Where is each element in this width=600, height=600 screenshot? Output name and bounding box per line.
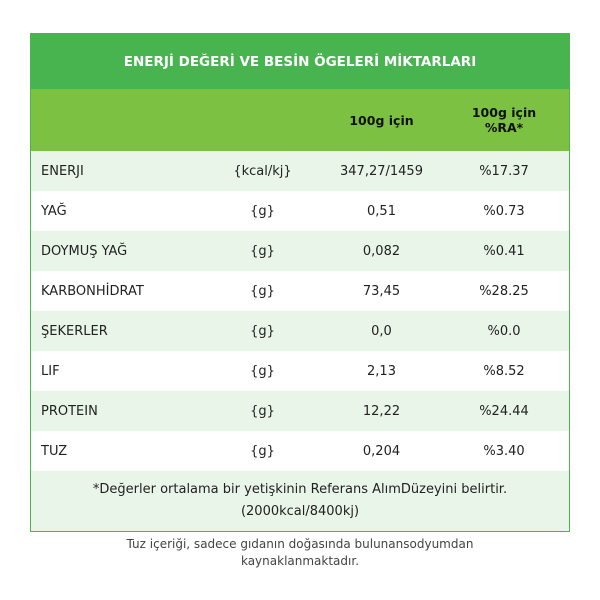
row-name: DOYMUŞ YAĞ	[41, 243, 128, 259]
row-unit: {kcal/kj}	[233, 163, 292, 179]
row-name: YAĞ	[41, 203, 67, 219]
row-value: 0,0	[371, 323, 392, 339]
row-unit: {g}	[250, 203, 275, 219]
header-row: 100g için 100g için %RA*	[31, 89, 569, 151]
row-unit: {g}	[250, 283, 275, 299]
table-row: ŞEKERLER {g} 0,0 %0.0	[31, 311, 569, 351]
table-row: TUZ {g} 0,204 %3.40	[31, 431, 569, 471]
table-row: DOYMUŞ YAĞ {g} 0,082 %0.41	[31, 231, 569, 271]
table-body: ENERJI {kcal/kj} 347,27/1459 %17.37 YAĞ {g} 0,…	[31, 151, 569, 471]
footnote-line: (2000kcal/8400kj)	[240, 504, 360, 519]
table-row: LIF {g} 2,13 %8.52	[31, 351, 569, 391]
row-unit: {g}	[250, 363, 275, 379]
footnote-line: *Değerler ortalama bir yetişkinin Refera…	[92, 482, 508, 497]
row-value: 0,51	[367, 203, 396, 219]
row-unit: {g}	[250, 323, 275, 339]
row-value: 347,27/1459	[340, 163, 423, 179]
row-ra: %17.37	[479, 163, 529, 179]
table-row: PROTEIN {g} 12,22 %24.44	[31, 391, 569, 431]
note-line: Tuz içeriği, sadece gıdanın doğasında bu…	[126, 537, 474, 551]
row-value: 2,13	[367, 363, 396, 379]
nutrition-table: ENERJİ DEĞERİ VE BESİN ÖGELERİ MİKTARLAR…	[30, 33, 570, 532]
row-value: 0,082	[362, 243, 401, 259]
row-ra: %0.41	[483, 243, 525, 259]
row-name: TUZ	[41, 443, 68, 459]
row-name: ŞEKERLER	[41, 323, 108, 339]
row-value: 0,204	[362, 443, 401, 459]
row-unit: {g}	[250, 243, 275, 259]
row-ra: %0.73	[483, 203, 525, 219]
table-row: KARBONHİDRAT {g} 73,45 %28.25	[31, 271, 569, 311]
row-unit: {g}	[250, 443, 275, 459]
row-ra: %24.44	[479, 403, 529, 419]
note: Tuz içeriği, sadece gıdanın doğasında bu…	[0, 536, 600, 570]
header-cell: 100g için %RA*	[439, 105, 569, 135]
header-line: %RA*	[484, 120, 524, 135]
row-name: KARBONHİDRAT	[41, 283, 144, 299]
row-ra: %28.25	[479, 283, 529, 299]
row-ra: %3.40	[483, 443, 525, 459]
header-cell: 100g için	[349, 112, 414, 128]
row-ra: %0.0	[487, 323, 521, 339]
row-value: 73,45	[362, 283, 401, 299]
note-line: kaynaklanmaktadır.	[240, 554, 360, 568]
table-row: ENERJI {kcal/kj} 347,27/1459 %17.37	[31, 151, 569, 191]
table-title: ENERJİ DEĞERİ VE BESİN ÖGELERİ MİKTARLAR…	[31, 34, 569, 89]
table-row: YAĞ {g} 0,51 %0.73	[31, 191, 569, 231]
row-name: ENERJI	[41, 163, 84, 179]
row-ra: %8.52	[483, 363, 525, 379]
row-name: LIF	[41, 363, 60, 379]
row-value: 12,22	[362, 403, 401, 419]
header-line: 100g için	[471, 105, 537, 120]
row-name: PROTEIN	[41, 403, 98, 419]
row-unit: {g}	[250, 403, 275, 419]
footnote: *Değerler ortalama bir yetişkinin Refera…	[31, 471, 569, 531]
